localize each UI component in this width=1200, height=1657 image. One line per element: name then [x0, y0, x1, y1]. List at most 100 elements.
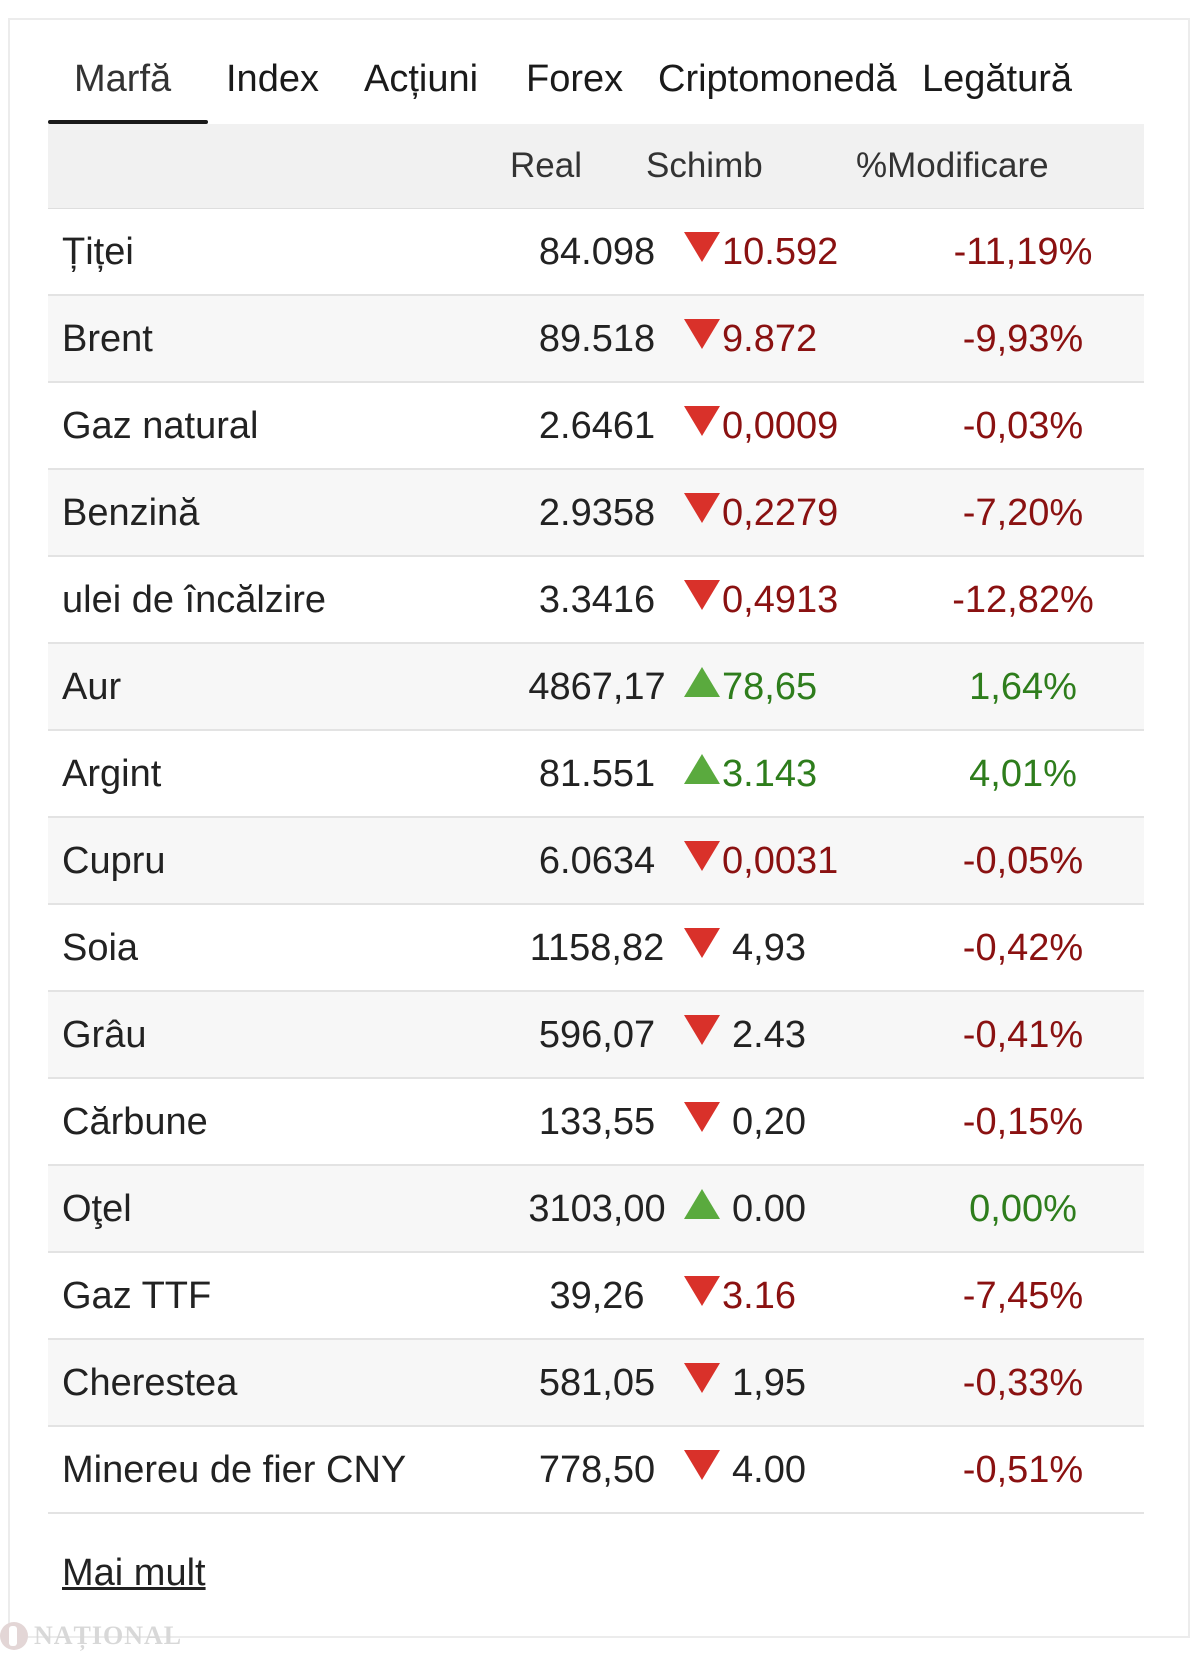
tab-forex[interactable]: Forex [526, 58, 624, 100]
table-row[interactable]: Benzină 2.9358 0,2279 -7,20% [48, 470, 1144, 557]
real-price: 84.098 [538, 231, 656, 273]
real-price: 133,55 [538, 1101, 656, 1143]
table-row[interactable]: Brent 89.518 9.872 -9,93% [48, 296, 1144, 383]
arrow-up-icon [684, 1189, 720, 1219]
arrow-down-icon [684, 1363, 720, 1393]
change-cell: 0.00 [684, 1188, 864, 1231]
real-price: 596,07 [538, 1014, 656, 1056]
change-cell: 78,65 [684, 666, 864, 709]
pct-change: -0,41% [962, 1014, 1084, 1056]
change-cell: 0,4913 [684, 579, 864, 622]
table-row[interactable]: Cupru 6.0634 0,0031 -0,05% [48, 818, 1144, 905]
commodity-name: Cupru [62, 840, 166, 882]
change-value: 1,95 [732, 1362, 806, 1404]
category-tabs: Marfă Index Acțiuni Forex Criptomonedă L… [48, 38, 1144, 124]
table-row[interactable]: Oţel 3103,00 0.00 0,00% [48, 1166, 1144, 1253]
pct-change: -7,45% [962, 1275, 1084, 1317]
tab-actiuni[interactable]: Acțiuni [364, 58, 479, 100]
table-row[interactable]: ulei de încălzire 3.3416 0,4913 -12,82% [48, 557, 1144, 644]
commodity-name: Oţel [62, 1188, 132, 1230]
tab-criptomoneda[interactable]: Criptomonedă [658, 58, 897, 100]
pct-change: -0,03% [962, 405, 1084, 447]
pct-change: -7,20% [962, 492, 1084, 534]
table-row[interactable]: Gaz TTF 39,26 3.16 -7,45% [48, 1253, 1144, 1340]
commodity-name: Țiței [62, 231, 134, 273]
change-cell: 0,0009 [684, 405, 864, 448]
commodity-name: Argint [62, 753, 162, 795]
change-value: 78,65 [722, 666, 818, 708]
commodity-name: Aur [62, 666, 122, 708]
change-value: 0,4913 [722, 579, 839, 621]
commodity-name: Benzină [62, 492, 200, 534]
arrow-down-icon [684, 580, 720, 610]
tab-index[interactable]: Index [226, 58, 319, 100]
logo-icon [0, 1622, 28, 1650]
arrow-down-icon [684, 1450, 720, 1480]
commodity-name: Gaz natural [62, 405, 259, 447]
arrow-down-icon [684, 928, 720, 958]
pct-change: -11,19% [953, 231, 1093, 273]
real-price: 3.3416 [538, 579, 656, 621]
table-row[interactable]: Cărbune 133,55 0,20 -0,15% [48, 1079, 1144, 1166]
table-row[interactable]: Cherestea 581,05 1,95 -0,33% [48, 1340, 1144, 1427]
change-cell: 1,95 [684, 1362, 864, 1405]
commodities-table: Real Schimb %Modificare Țiței 84.098 10.59… [48, 124, 1144, 1514]
change-cell: 4,93 [684, 927, 864, 970]
arrow-up-icon [684, 754, 720, 784]
change-value: 4.00 [732, 1449, 806, 1491]
table-row[interactable]: Aur 4867,17 78,65 1,64% [48, 644, 1144, 731]
real-price: 3103,00 [528, 1188, 666, 1230]
more-link[interactable]: Mai mult [62, 1552, 206, 1594]
pct-change: -0,42% [962, 927, 1084, 969]
change-cell: 9.872 [684, 318, 864, 361]
pct-change: 0,00% [969, 1188, 1077, 1230]
change-value: 4,93 [732, 927, 806, 969]
pct-change: -12,82% [952, 579, 1094, 621]
table-row[interactable]: Grâu 596,07 2.43 -0,41% [48, 992, 1144, 1079]
arrow-down-icon [684, 406, 720, 436]
table-row[interactable]: Minereu de fier CNY 778,50 4.00 -0,51% [48, 1427, 1144, 1514]
pct-change: -9,93% [962, 318, 1084, 360]
arrow-down-icon [684, 1102, 720, 1132]
real-price: 778,50 [538, 1449, 656, 1491]
change-value: 9.872 [722, 318, 818, 360]
commodity-name: Brent [62, 318, 153, 360]
header-pct-change: %Modificare [856, 146, 1049, 185]
pct-change: -0,33% [962, 1362, 1084, 1404]
header-change: Schimb [646, 146, 763, 185]
change-value: 0,20 [732, 1101, 806, 1143]
table-body: Țiței 84.098 10.592 -11,19% Brent 89.518 9.872… [48, 209, 1144, 1514]
table-header: Real Schimb %Modificare [48, 124, 1144, 209]
real-price: 39,26 [549, 1275, 645, 1317]
table-row[interactable]: Țiței 84.098 10.592 -11,19% [48, 209, 1144, 296]
pct-change: -0,05% [962, 840, 1084, 882]
real-price: 2.9358 [538, 492, 656, 534]
tab-legatura[interactable]: Legătură [922, 58, 1073, 100]
arrow-down-icon [684, 1015, 720, 1045]
pct-change: 1,64% [969, 666, 1077, 708]
change-value: 0,0009 [722, 405, 839, 447]
table-row[interactable]: Soia 1158,82 4,93 -0,42% [48, 905, 1144, 992]
commodity-name: Grâu [62, 1014, 147, 1056]
change-cell: 3.143 [684, 753, 864, 796]
tab-marfa[interactable]: Marfă [74, 58, 172, 100]
active-tab-indicator [48, 120, 208, 124]
arrow-down-icon [684, 232, 720, 262]
table-row[interactable]: Gaz natural 2.6461 0,0009 -0,03% [48, 383, 1144, 470]
arrow-down-icon [684, 1276, 720, 1306]
real-price: 81.551 [538, 753, 656, 795]
commodity-name: Cherestea [62, 1362, 238, 1404]
change-cell: 3.16 [684, 1275, 864, 1318]
pct-change: 4,01% [969, 753, 1077, 795]
arrow-up-icon [684, 667, 720, 697]
change-cell: 10.592 [684, 231, 864, 274]
change-cell: 0,0031 [684, 840, 864, 883]
real-price: 89.518 [538, 318, 656, 360]
real-price: 6.0634 [538, 840, 656, 882]
arrow-down-icon [684, 493, 720, 523]
real-price: 581,05 [538, 1362, 656, 1404]
table-row[interactable]: Argint 81.551 3.143 4,01% [48, 731, 1144, 818]
commodity-name: Minereu de fier CNY [62, 1449, 407, 1491]
real-price: 1158,82 [529, 927, 665, 969]
change-cell: 2.43 [684, 1014, 864, 1057]
